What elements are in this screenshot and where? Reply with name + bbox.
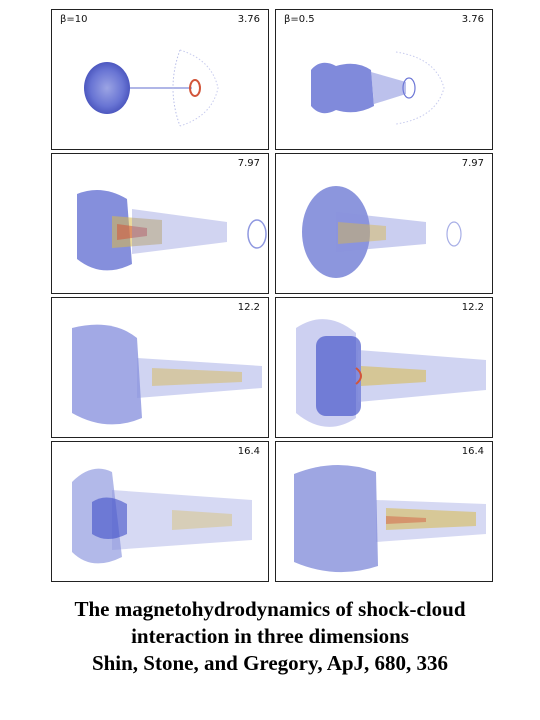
render-beta0.5-t12.2 [296,319,486,427]
time-label: 12.2 [237,302,260,313]
time-label: 16.4 [237,446,260,457]
panel-beta10-t12.2: 12.2 [51,297,269,438]
beta-label: β=10 [60,14,88,25]
panel-beta10-t16.4: 16.4 [51,441,269,582]
panel-beta0.5-t3.76: β=0.5 3.76 [275,9,493,150]
render-beta0.5-t16.4 [294,464,486,573]
render-beta0.5-t7.97 [302,186,462,278]
render-beta10-t7.97 [77,190,267,271]
render-beta10-t12.2 [72,324,262,425]
panel-beta0.5-t16.4: 16.4 [275,441,493,582]
caption-line-3: Shin, Stone, and Gregory, ApJ, 680, 336 [91,651,449,675]
render-beta10-t16.4 [72,468,252,564]
figure-caption: The magnetohydrodynamics of shock-cloud … [0,596,540,677]
panel-beta10-t7.97: 7.97 [51,153,269,294]
caption-line-1: The magnetohydrodynamics of shock-cloud [74,597,466,621]
simulation-figure: β=10 3.76 β=0.5 3.76 7.97 7.97 [51,9,495,587]
render-beta0.5-t3.76 [311,51,445,125]
panel-beta10-t3.76: β=10 3.76 [51,9,269,150]
time-label: 3.76 [461,14,484,25]
panel-beta0.5-t7.97: 7.97 [275,153,493,294]
beta-label: β=0.5 [284,14,315,25]
panel-beta0.5-t12.2: 12.2 [275,297,493,438]
time-label: 16.4 [461,446,484,457]
time-label: 12.2 [461,302,484,313]
render-beta10-t3.76 [84,49,219,127]
time-label: 3.76 [237,14,260,25]
caption-line-2: interaction in three dimensions [131,624,409,648]
time-label: 7.97 [237,158,260,169]
time-label: 7.97 [461,158,484,169]
